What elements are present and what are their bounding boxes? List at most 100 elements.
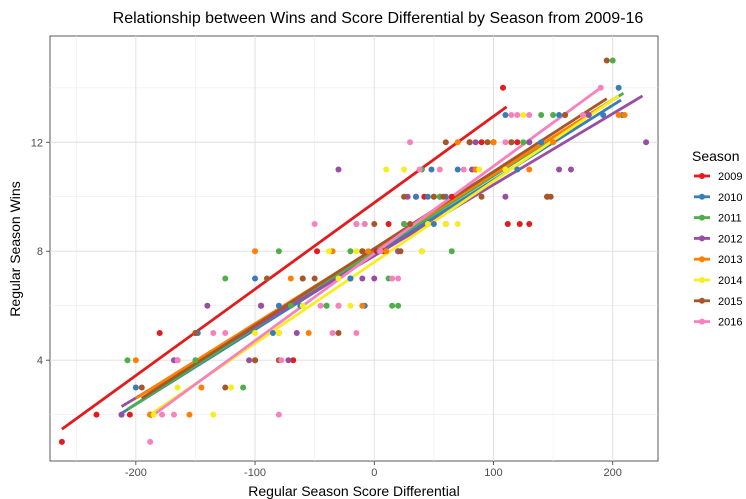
data-point — [479, 139, 485, 145]
data-point — [455, 139, 461, 145]
data-point — [377, 248, 383, 254]
data-point — [133, 357, 139, 363]
legend-label: 2012 — [718, 233, 742, 245]
data-point — [401, 166, 407, 172]
data-point — [598, 85, 604, 91]
legend-label: 2013 — [718, 254, 742, 266]
data-point — [336, 166, 342, 172]
data-point — [616, 112, 622, 118]
legend-item-2011: 2011 — [694, 213, 742, 225]
legend-item-2012: 2012 — [694, 233, 742, 245]
legend-label: 2010 — [718, 192, 742, 204]
legend: Season 20092010201120122013201420152016 — [692, 148, 742, 329]
legend-item-2016: 2016 — [694, 317, 742, 329]
data-point — [550, 112, 556, 118]
data-point — [171, 412, 177, 418]
data-point — [502, 166, 508, 172]
data-point — [562, 112, 568, 118]
data-point — [124, 357, 130, 363]
data-point — [548, 194, 554, 200]
data-point — [431, 194, 437, 200]
data-point — [425, 221, 431, 227]
x-tick-label: -200 — [125, 467, 147, 479]
data-point — [151, 412, 157, 418]
data-point — [336, 275, 342, 281]
data-point — [359, 248, 365, 254]
y-axis-ticks: 4 8 12 — [31, 137, 50, 367]
data-point — [326, 248, 332, 254]
data-point — [395, 275, 401, 281]
data-point — [210, 412, 216, 418]
data-point — [276, 412, 282, 418]
data-point — [314, 248, 320, 254]
data-point — [437, 166, 443, 172]
legend-item-2013: 2013 — [694, 254, 742, 266]
y-tick-label: 8 — [37, 246, 43, 258]
legend-item-2015: 2015 — [694, 296, 742, 308]
legend-key-point — [699, 319, 705, 325]
data-point — [443, 139, 449, 145]
data-point — [371, 275, 377, 281]
data-point — [175, 384, 181, 390]
data-point — [59, 439, 65, 445]
data-point — [643, 139, 649, 145]
legend-label: 2015 — [718, 296, 742, 308]
data-point — [186, 412, 192, 418]
legend-key-point — [699, 256, 705, 262]
data-point — [359, 303, 365, 309]
legend-key-point — [699, 194, 705, 200]
data-point — [514, 166, 520, 172]
data-point — [324, 303, 330, 309]
data-point — [252, 248, 258, 254]
data-point — [258, 303, 264, 309]
data-point — [222, 275, 228, 281]
legend-item-2009: 2009 — [694, 171, 742, 183]
data-point — [538, 112, 544, 118]
data-point — [440, 194, 446, 200]
data-point — [419, 248, 425, 254]
data-point — [288, 275, 294, 281]
data-point — [300, 303, 306, 309]
data-point — [246, 357, 252, 363]
data-point — [514, 139, 520, 145]
data-point — [517, 221, 523, 227]
data-point — [318, 303, 324, 309]
chart-title: Relationship between Wins and Score Diff… — [113, 10, 644, 27]
x-axis-label: Regular Season Score Differential — [248, 483, 459, 499]
data-point — [413, 194, 419, 200]
data-point — [556, 166, 562, 172]
data-point — [417, 166, 423, 172]
x-tick-label: 0 — [371, 467, 377, 479]
legend-label: 2009 — [718, 171, 742, 183]
data-point — [610, 58, 616, 64]
data-point — [622, 112, 628, 118]
data-point — [353, 248, 359, 254]
data-point — [407, 221, 413, 227]
data-point — [467, 139, 473, 145]
data-point — [616, 85, 622, 91]
data-point — [389, 303, 395, 309]
data-point — [428, 166, 434, 172]
data-point — [502, 112, 508, 118]
data-point — [526, 112, 532, 118]
data-point — [228, 384, 234, 390]
data-point — [526, 166, 532, 172]
data-point — [395, 303, 401, 309]
legend-item-2010: 2010 — [694, 192, 742, 204]
data-point — [252, 275, 258, 281]
data-point — [449, 248, 455, 254]
data-point — [502, 194, 508, 200]
legend-label: 2011 — [718, 213, 742, 225]
data-point — [276, 330, 282, 336]
data-point — [252, 330, 258, 336]
legend-key-point — [699, 235, 705, 241]
data-point — [407, 139, 413, 145]
data-point — [490, 139, 496, 145]
data-point — [288, 303, 294, 309]
data-point — [455, 221, 461, 227]
legend-key-point — [699, 215, 705, 221]
data-point — [353, 330, 359, 336]
data-point — [270, 330, 276, 336]
data-point — [147, 439, 153, 445]
data-point — [389, 275, 395, 281]
